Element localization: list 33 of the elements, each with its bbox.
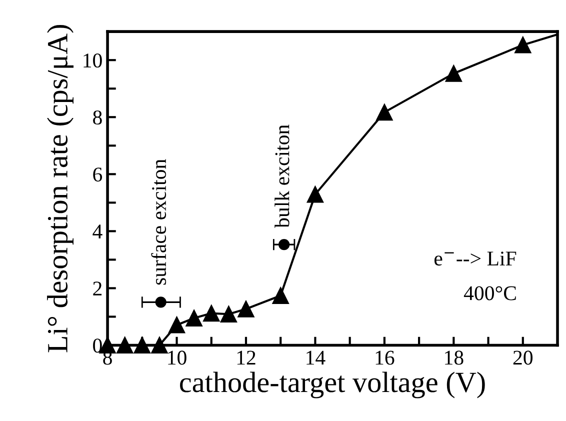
point	[151, 336, 168, 354]
point	[168, 316, 186, 334]
point	[514, 36, 532, 54]
point	[445, 65, 462, 82]
annotation: surface exciton	[151, 159, 166, 285]
x-tick-label: 20	[513, 350, 533, 365]
y-tick-label: 8	[93, 110, 102, 125]
point	[186, 310, 202, 326]
point	[134, 336, 150, 354]
point	[238, 300, 254, 318]
y-tick-label: 4	[92, 224, 102, 238]
x-tick-label: 10	[168, 350, 186, 365]
y-tick-label: 10	[84, 53, 102, 68]
point	[306, 186, 324, 203]
x-tick-label: 18	[445, 350, 464, 365]
point	[155, 296, 166, 308]
point	[116, 336, 134, 354]
y-tick-label: 6	[93, 168, 102, 182]
annotation: bulk exciton	[274, 124, 290, 228]
y-tick-label: 0	[93, 338, 102, 353]
annotation: e$^{−}$--> LiF	[434, 252, 516, 266]
point	[220, 306, 238, 322]
x-axis-title: cathode-target voltage (V)	[180, 372, 485, 398]
point	[272, 287, 289, 304]
annotation: 400°C	[464, 286, 516, 300]
y-axis-title: Li° desorption rate (cps/μA)	[47, 24, 74, 352]
point	[376, 104, 393, 121]
point	[203, 304, 220, 322]
point	[278, 239, 290, 250]
x-tick-label: 16	[376, 350, 394, 365]
x-tick-label: 12	[237, 350, 256, 365]
x-tick-label: 14	[306, 350, 326, 365]
y-tick-label: 2	[93, 282, 102, 296]
